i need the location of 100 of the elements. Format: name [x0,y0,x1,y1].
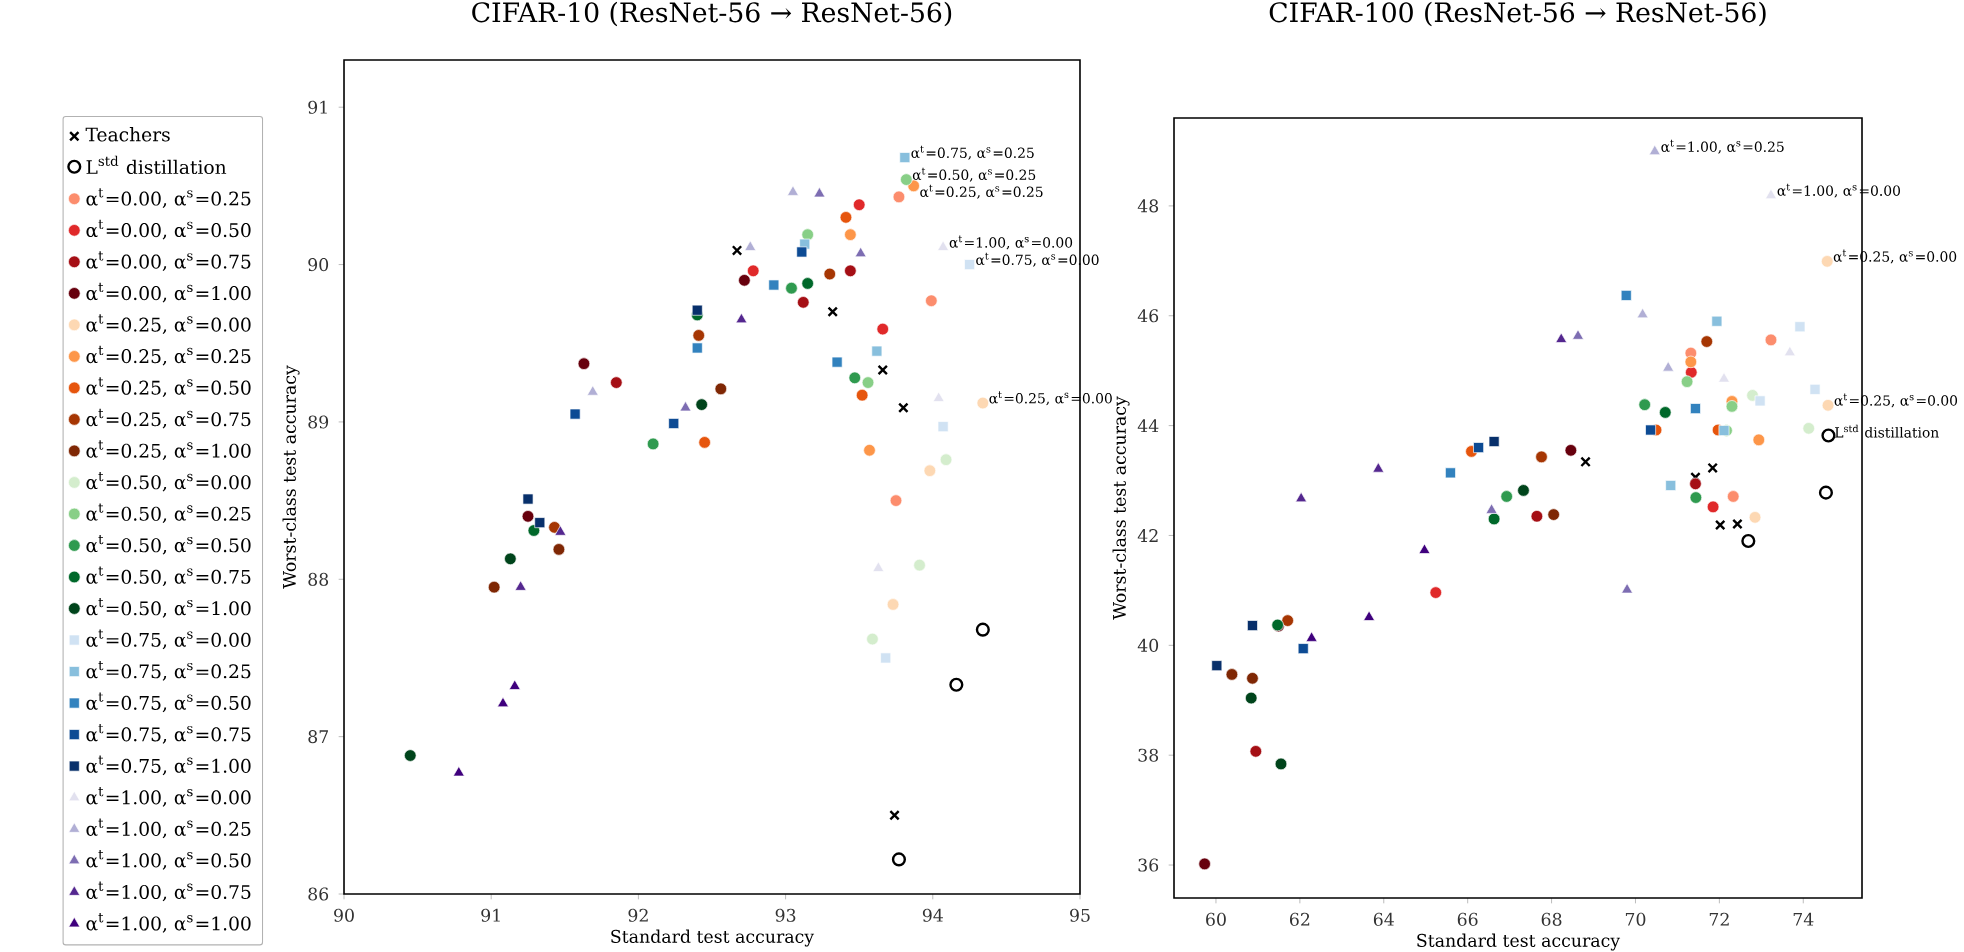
y-tick-label: 46 [1137,309,1159,323]
point [785,281,798,295]
point [1247,620,1258,631]
point [548,521,561,534]
x-tick-label: 62 [1290,912,1310,926]
legend-label: α$^{t}$=0.25, α$^{s}$=0.00 [86,314,251,334]
point [923,464,937,477]
x-tick-label: 64 [1373,912,1394,926]
point [738,274,751,287]
point [863,444,876,457]
point [522,493,534,505]
point [1659,406,1672,419]
x-axis-title: Standard test accuracy [1417,933,1621,951]
point [976,396,990,410]
y-tick-label: 42 [1137,529,1158,542]
x-tick-label: 93 [775,908,796,922]
point [744,240,757,251]
point [889,494,903,507]
point [1820,255,1834,268]
point [1198,857,1211,871]
point [735,312,748,324]
point [886,598,900,611]
x-tick-label: 70 [1625,912,1646,926]
point [939,453,953,466]
legend-label: α$^{t}$=0.50, α$^{s}$=0.50 [86,534,251,555]
legend-label: α$^{t}$=0.25, α$^{s}$=0.75 [86,408,251,429]
point [527,524,541,537]
point [1700,335,1713,348]
point [813,187,826,198]
point [877,364,889,376]
x-tick-label: 91 [481,908,500,922]
point [1249,745,1263,758]
point [692,329,705,342]
point [1818,485,1833,500]
legend-label: α$^{t}$=0.00, α$^{s}$=0.50 [86,219,251,240]
legend-label: α$^{t}$=0.50, α$^{s}$=0.75 [86,566,251,587]
y-tick-label: 86 [308,887,329,901]
legend-label: α$^{t}$=0.75, α$^{s}$=0.00 [86,629,251,650]
point [823,267,836,281]
point [1690,403,1701,414]
x-tick-label: 74 [1793,912,1814,926]
point [1297,643,1309,655]
point [964,259,975,270]
point [1821,399,1835,412]
point [577,357,591,370]
point [1707,462,1719,474]
x-tick-label: 60 [1206,912,1226,926]
point [1764,333,1778,347]
y-tick-label: 91 [308,100,327,114]
point [552,543,566,556]
point [1281,614,1294,627]
y-tick-label: 89 [308,415,329,429]
point [586,385,599,396]
point [1662,361,1675,372]
point [1305,631,1318,642]
legend-label: α$^{t}$=1.00, α$^{s}$=0.25 [86,818,251,839]
point [907,179,920,193]
point [1718,372,1730,383]
x-tick-label: 72 [1709,912,1729,926]
point [861,376,875,389]
x-axis-title: Standard test accuracy [611,929,815,947]
point [1363,610,1375,621]
legend-label: α$^{t}$=1.00, α$^{s}$=0.75 [86,881,251,902]
legend-label: α$^{t}$=0.00, α$^{s}$=1.00 [86,282,251,303]
point [848,371,861,385]
point [691,342,703,354]
point [866,632,879,646]
point [854,246,867,258]
point [521,510,535,523]
y-tick-label: 87 [308,730,328,744]
legend-label: Teachers [85,127,170,142]
point [1500,490,1513,503]
point [487,580,501,594]
point [1714,519,1726,531]
point [898,402,909,414]
point [1684,355,1698,369]
legend-label: α$^{t}$=0.00, α$^{s}$=0.75 [86,251,251,271]
point [1706,500,1720,514]
point [1665,480,1677,491]
point [1680,375,1694,388]
point [1636,307,1649,319]
y-tick-label: 48 [1137,199,1159,213]
point [1535,450,1548,464]
point [1732,518,1743,530]
point [975,622,990,637]
point [569,408,581,420]
point [1555,332,1568,343]
legend-label: α$^{t}$=1.00, α$^{s}$=0.50 [86,850,251,870]
point [949,677,964,692]
point [797,296,810,309]
y-tick-label: 38 [1138,748,1159,762]
legend-label: α$^{t}$=1.00, α$^{s}$=1.00 [86,913,251,933]
point [504,552,517,566]
legend-label: α$^{t}$=0.00, α$^{s}$=0.25 [86,188,251,208]
point [801,228,814,241]
point [508,679,521,690]
y-tick-label: 40 [1137,638,1159,652]
point [827,306,839,318]
point [892,190,906,204]
point [831,356,843,368]
